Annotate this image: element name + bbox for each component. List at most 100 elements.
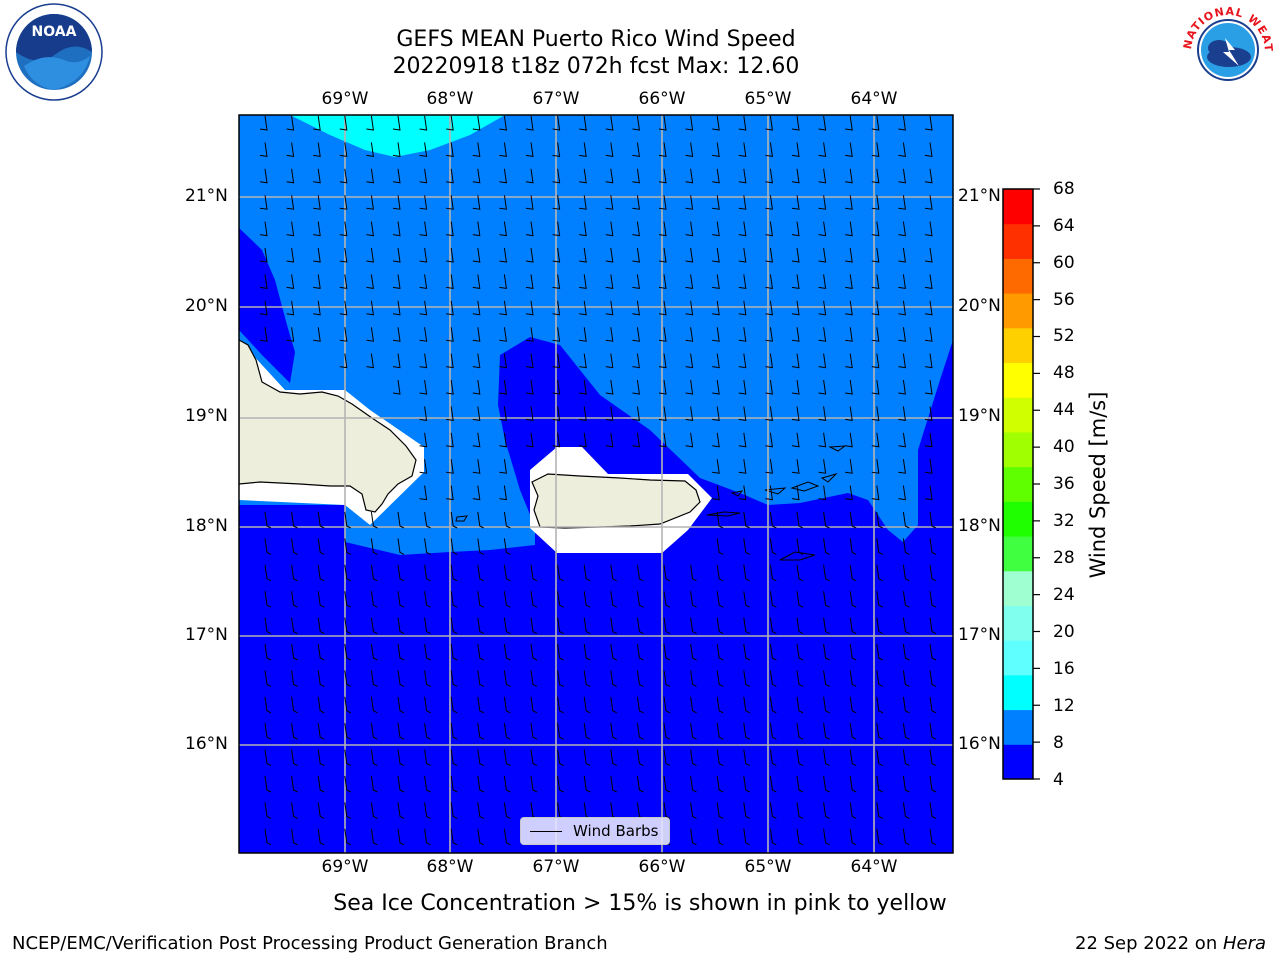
wind-barb bbox=[610, 617, 618, 635]
wind-barb bbox=[818, 142, 827, 157]
wind-barb bbox=[871, 327, 880, 342]
wind-barb bbox=[791, 327, 800, 342]
wind-barb bbox=[503, 564, 511, 582]
colorbar-tick-24: 24 bbox=[1053, 585, 1075, 605]
wind-barb bbox=[823, 538, 830, 555]
lon-label-bottom-67w: 67°W bbox=[532, 857, 580, 877]
wind-barb bbox=[898, 221, 906, 237]
wind-barb bbox=[738, 300, 747, 316]
wind-barb bbox=[663, 696, 671, 714]
lat-label-right-18n: 18°N bbox=[958, 516, 1001, 536]
wind-barb bbox=[690, 591, 697, 608]
wind-barb bbox=[446, 195, 454, 210]
wind-barb bbox=[871, 379, 880, 395]
wind-barb bbox=[924, 406, 933, 421]
wind-barb bbox=[849, 828, 857, 846]
wind-barb bbox=[823, 591, 830, 608]
wind-barb bbox=[876, 617, 884, 635]
lat-label-left-16n: 16°N bbox=[185, 734, 228, 754]
wind-barb bbox=[446, 247, 454, 263]
wind-barb bbox=[743, 564, 751, 582]
wind-barb bbox=[902, 775, 910, 793]
colorbar-tick-48: 48 bbox=[1053, 363, 1075, 383]
wind-barb bbox=[632, 142, 640, 157]
wind-barb bbox=[823, 775, 830, 793]
wind-barb bbox=[871, 406, 880, 421]
wind-barb bbox=[929, 670, 937, 687]
wind-barb bbox=[419, 327, 428, 342]
colorbar-segment-60 bbox=[1003, 258, 1033, 294]
wind-barb bbox=[424, 802, 431, 819]
wind-barb bbox=[743, 749, 751, 767]
colorbar-segment-24 bbox=[1003, 570, 1033, 606]
wind-barb bbox=[845, 168, 853, 184]
wind-barb bbox=[392, 353, 401, 369]
wind-barb bbox=[898, 274, 906, 289]
wind-barb bbox=[605, 406, 614, 421]
wind-barb bbox=[632, 247, 640, 263]
colorbar-segment-64 bbox=[1003, 223, 1033, 259]
wind-barb bbox=[583, 696, 591, 714]
wind-barb bbox=[743, 617, 751, 635]
wind-barb bbox=[291, 538, 298, 555]
land-virgin-islands bbox=[730, 445, 847, 497]
wind-barb bbox=[712, 142, 720, 157]
wind-barb bbox=[690, 802, 697, 819]
noaa-logo-text: NOAA bbox=[32, 24, 77, 40]
colorbar-tick-20: 20 bbox=[1053, 622, 1075, 642]
wind-barb bbox=[392, 300, 401, 316]
wind-barb bbox=[525, 142, 534, 157]
wind-barb bbox=[738, 274, 747, 289]
wind-barb bbox=[397, 802, 405, 819]
wind-barb bbox=[392, 142, 401, 157]
wind-barb bbox=[503, 538, 511, 555]
wind-barb bbox=[366, 115, 374, 131]
wind-barb bbox=[317, 775, 325, 793]
colorbar-segment-36 bbox=[1003, 466, 1033, 502]
wind-barb bbox=[685, 327, 694, 342]
lat-label-left-20n: 20°N bbox=[185, 296, 228, 316]
colorbar bbox=[1003, 188, 1040, 780]
wind-barb bbox=[499, 327, 507, 342]
wind-barb bbox=[796, 617, 804, 635]
wind-barb bbox=[849, 670, 857, 687]
colorbar-tick-64: 64 bbox=[1053, 216, 1075, 236]
wind-barb bbox=[796, 828, 804, 846]
wind-barb bbox=[663, 564, 671, 582]
wind-barb bbox=[286, 274, 295, 289]
wind-barb bbox=[849, 538, 857, 555]
wind-barb bbox=[472, 459, 481, 474]
wind-barb bbox=[579, 327, 587, 342]
wind-barb bbox=[472, 353, 481, 369]
wind-barb bbox=[477, 696, 485, 714]
wind-barb bbox=[924, 353, 933, 369]
credit-text: NCEP/EMC/Verification Post Processing Pr… bbox=[12, 933, 608, 954]
wind-barb bbox=[344, 670, 352, 687]
wind-barb bbox=[259, 247, 268, 263]
wind-barb bbox=[823, 802, 830, 819]
wind-barb bbox=[366, 274, 374, 289]
wind-barb bbox=[499, 274, 507, 289]
wind-barb bbox=[845, 459, 853, 474]
wind-barb bbox=[366, 353, 374, 369]
wind-barb bbox=[525, 432, 534, 448]
legend: Wind Barbs bbox=[520, 817, 670, 845]
wind-barb bbox=[769, 538, 777, 555]
wind-barb bbox=[769, 696, 777, 714]
wind-barb bbox=[902, 643, 910, 661]
wind-barb bbox=[902, 723, 910, 740]
wind-barb bbox=[690, 643, 697, 661]
wind-barb bbox=[344, 775, 352, 793]
wind-barb bbox=[765, 247, 773, 263]
wind-barb bbox=[446, 379, 454, 395]
wind-barb bbox=[924, 485, 933, 501]
wind-barb bbox=[450, 643, 458, 661]
run-date: 22 Sep 2022 on Hera bbox=[1075, 933, 1266, 954]
wind-barb bbox=[845, 327, 853, 342]
wind-barb bbox=[339, 115, 348, 131]
wind-barb bbox=[791, 142, 800, 157]
wind-barb bbox=[503, 828, 511, 846]
wind-barb bbox=[446, 327, 454, 342]
wind-barb bbox=[344, 617, 352, 635]
wind-barb bbox=[419, 168, 428, 184]
